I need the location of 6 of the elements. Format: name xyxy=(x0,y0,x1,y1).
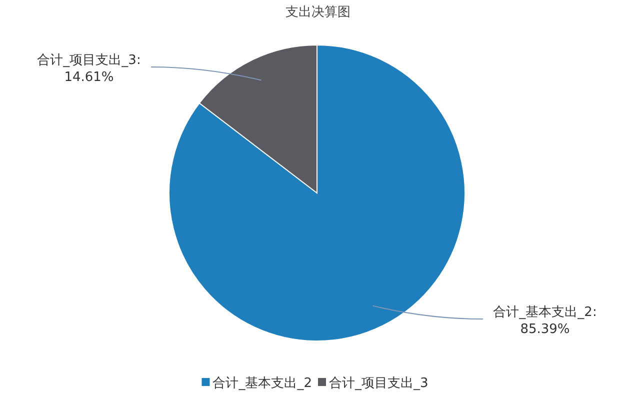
legend-label: 合计_项目支出_3 xyxy=(329,376,428,391)
data-label: 合计_项目支出_3: 14.61% xyxy=(37,52,141,85)
legend-label: 合计_基本支出_2 xyxy=(212,376,312,391)
data-label: 合计_基本支出_2: 85.39% xyxy=(493,305,597,338)
pie-slice xyxy=(168,44,466,342)
chart-title: 支出决算图 xyxy=(286,5,350,20)
